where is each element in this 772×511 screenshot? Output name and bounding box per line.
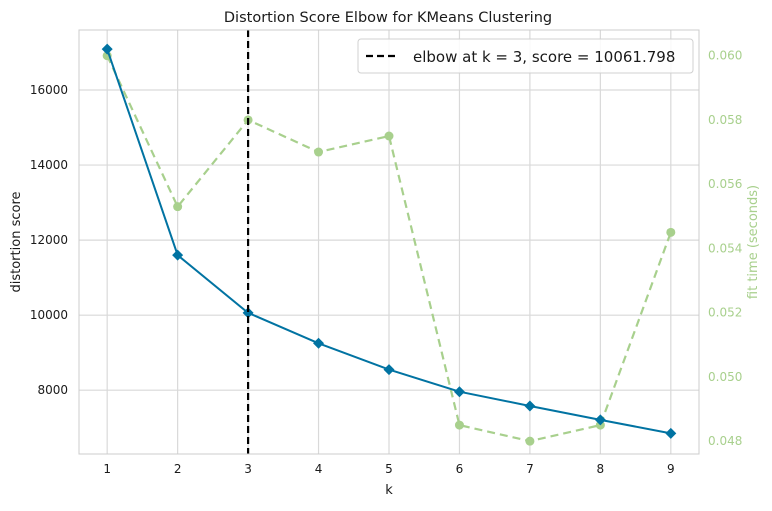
distortion-point [453, 386, 465, 398]
right-axis-ticks: 0.048 0.050 0.052 0.054 0.056 0.058 0.060 [708, 49, 742, 448]
fit-time-line [106, 55, 672, 443]
y2-tick-label: 0.050 [708, 370, 742, 384]
x-tick-label: 9 [667, 462, 675, 476]
y2-tick-label: 0.054 [708, 241, 742, 255]
legend-box [357, 38, 694, 74]
y-tick-label: 10000 [30, 308, 68, 322]
y2-tick-label: 0.048 [708, 434, 742, 448]
x-tick-label: 8 [597, 462, 605, 476]
fit-time-series [102, 51, 676, 446]
y-tick-label: 14000 [30, 158, 68, 172]
left-axis-ticks: 8000 10000 12000 14000 16000 [30, 83, 68, 397]
chart-title: Distortion Score Elbow for KMeans Cluste… [224, 10, 552, 26]
fit-time-point [525, 436, 535, 446]
distortion-point [313, 337, 325, 349]
y2-axis-label: fit time (seconds) [746, 185, 761, 299]
fit-time-point [314, 147, 324, 157]
y-tick-label: 16000 [30, 83, 68, 97]
x-tick-label: 4 [315, 462, 323, 476]
distortion-point [665, 427, 677, 439]
distortion-point [594, 414, 606, 426]
y2-tick-label: 0.058 [708, 113, 742, 127]
x-tick-label: 1 [103, 462, 111, 476]
legend: elbow at k = 3, score = 10061.798 [357, 38, 694, 74]
fit-time-point [454, 420, 464, 430]
x-tick-label: 2 [174, 462, 182, 476]
y-tick-label: 12000 [30, 233, 68, 247]
x-tick-label: 6 [456, 462, 464, 476]
x-axis-label: k [385, 483, 393, 498]
distortion-point [101, 43, 113, 55]
fit-time-point [666, 227, 676, 237]
distortion-point [242, 307, 254, 319]
x-tick-label: 5 [385, 462, 393, 476]
y2-tick-label: 0.056 [708, 177, 742, 191]
distortion-point [524, 400, 536, 412]
x-axis-ticks: 1 2 3 4 5 6 7 8 9 [103, 462, 674, 476]
fit-time-point [384, 131, 394, 141]
distortion-point [383, 364, 395, 376]
distortion-series [101, 43, 677, 439]
y2-tick-label: 0.052 [708, 306, 742, 320]
y-axis-label: distortion score [9, 192, 24, 293]
legend-elbow-label: elbow at k = 3, score = 10061.798 [413, 48, 675, 66]
plot-frame [78, 29, 700, 455]
distortion-point [172, 249, 184, 261]
fit-time-point [173, 202, 183, 212]
y-tick-label: 8000 [37, 383, 68, 397]
x-tick-label: 3 [244, 462, 252, 476]
y2-tick-label: 0.060 [708, 49, 742, 63]
x-tick-label: 7 [526, 462, 534, 476]
